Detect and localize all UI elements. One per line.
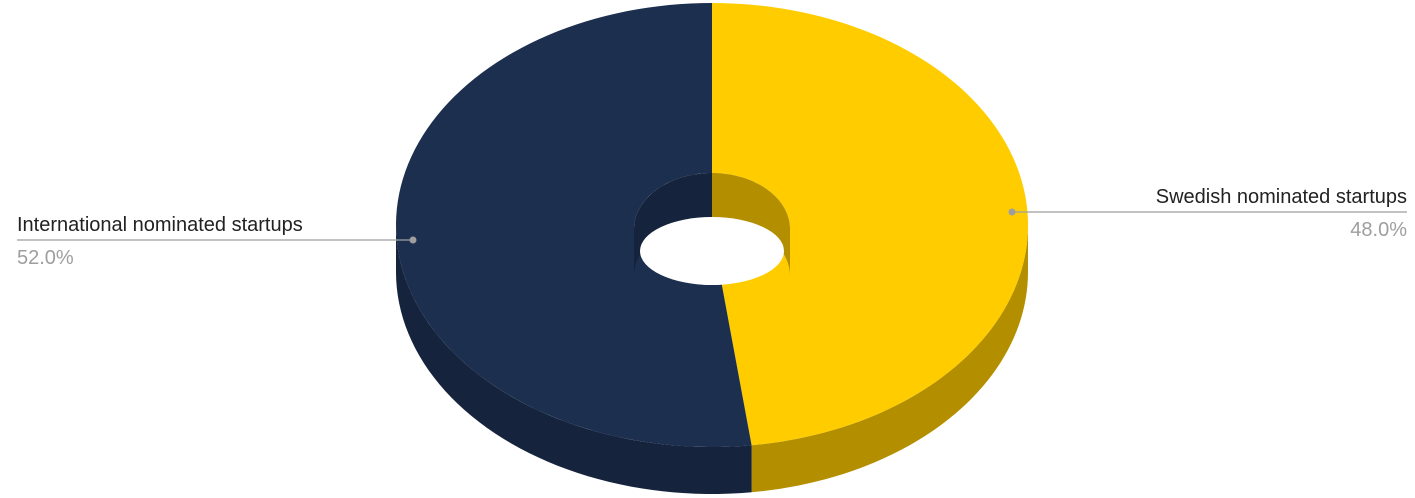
slice-international-nominated-startups: [396, 3, 752, 447]
slice-labels: Swedish nominated startups 48.0% Internati…: [17, 186, 1407, 269]
slice-label-swedish-nominated-startups: Swedish nominated startups: [1156, 186, 1407, 208]
slice-label-international-nominated-startups: International nominated startups: [17, 214, 303, 236]
donut-hole: [634, 173, 790, 285]
donut-hole-opening: [640, 217, 784, 285]
slice-side-international-nominated-startups: [396, 225, 752, 494]
leader-dot-international-nominated-startups: [409, 236, 417, 244]
donut-depth: [396, 225, 1028, 494]
donut-top: [396, 3, 1028, 447]
slice-percent-international-nominated-startups: 52.0%: [17, 247, 74, 269]
slice-side-swedish-nominated-startups: [751, 225, 1028, 493]
leader-dot-swedish-nominated-startups: [1008, 208, 1016, 216]
slice-swedish-nominated-startups: [712, 3, 1028, 446]
slice-percent-swedish-nominated-startups: 48.0%: [1350, 219, 1407, 241]
